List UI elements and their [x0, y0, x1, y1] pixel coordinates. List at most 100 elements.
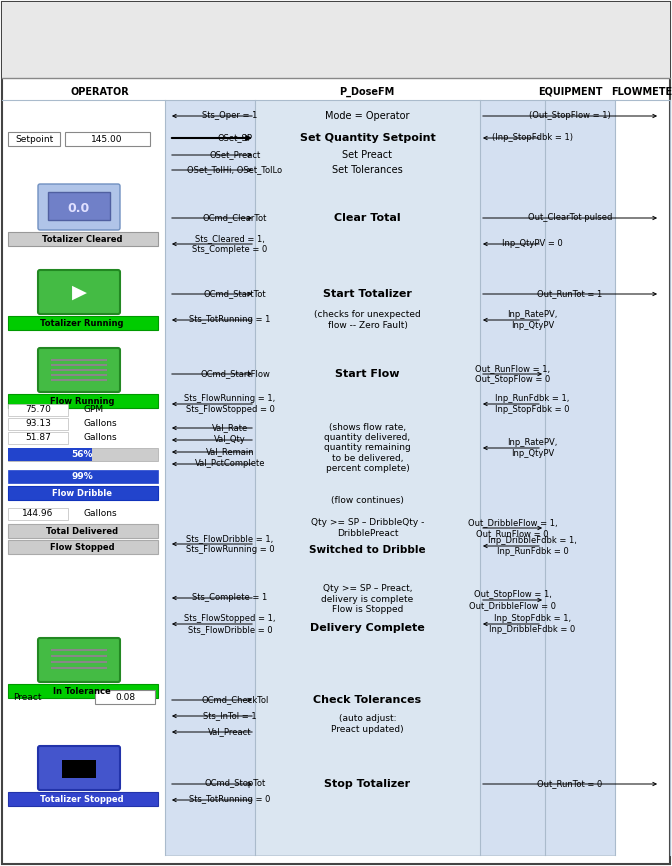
Text: GPM: GPM	[83, 405, 103, 415]
Text: 99%: 99%	[71, 472, 93, 481]
Text: Val_Qty: Val_Qty	[214, 436, 246, 444]
Text: Inp_QtyPV = 0: Inp_QtyPV = 0	[502, 240, 563, 249]
Bar	[8, 448, 158, 461]
Bar	[8, 470, 158, 483]
Text: 93.13: 93.13	[25, 419, 51, 429]
Bar	[480, 100, 545, 855]
Bar	[8, 684, 158, 698]
Bar	[8, 508, 68, 520]
Text: Stop Totalizer: Stop Totalizer	[325, 779, 411, 789]
Text: Totalizer Running: Totalizer Running	[40, 319, 124, 327]
Bar	[8, 540, 158, 554]
Text: Setpoint: Setpoint	[15, 134, 53, 144]
Text: Val_Remain: Val_Remain	[206, 448, 254, 456]
Text: Start Flow: Start Flow	[335, 369, 400, 379]
Text: 145.00: 145.00	[91, 134, 123, 144]
Text: Set Preact: Set Preact	[343, 150, 392, 160]
FancyBboxPatch shape	[38, 184, 120, 230]
Text: Sts_Cleared = 1,
Sts_Complete = 0: Sts_Cleared = 1, Sts_Complete = 0	[192, 235, 267, 254]
Text: OCmd_StartTot: OCmd_StartTot	[204, 289, 266, 299]
Text: Flow Running: Flow Running	[50, 397, 114, 405]
Bar	[8, 486, 158, 500]
Text: 56%: 56%	[71, 450, 93, 459]
Text: OPERATOR: OPERATOR	[71, 87, 130, 97]
Text: Totalizer Stopped: Totalizer Stopped	[40, 794, 124, 804]
Text: Gallons: Gallons	[83, 419, 117, 429]
Text: Sts_FlowStopped = 1,
Sts_FlowDribble = 0: Sts_FlowStopped = 1, Sts_FlowDribble = 0	[184, 614, 276, 634]
FancyBboxPatch shape	[38, 348, 120, 392]
Text: (checks for unexpected
flow -- Zero Fault): (checks for unexpected flow -- Zero Faul…	[314, 310, 421, 330]
Text: Out_DribbleFlow = 1,
Out_RunFlow = 0: Out_DribbleFlow = 1, Out_RunFlow = 0	[468, 518, 557, 538]
Text: Start Totalizer: Start Totalizer	[323, 289, 412, 299]
FancyBboxPatch shape	[38, 270, 120, 314]
Text: P_DoseFM: P_DoseFM	[339, 87, 394, 97]
Text: Inp_StopFdbk = 1,
Inp_DribbleFdbk = 0: Inp_StopFdbk = 1, Inp_DribbleFdbk = 0	[489, 614, 576, 634]
Bar	[48, 192, 110, 220]
Text: 144.96: 144.96	[22, 509, 54, 519]
Bar	[2, 2, 670, 78]
Text: Val_Rate: Val_Rate	[212, 423, 248, 432]
Text: Set Tolerances: Set Tolerances	[332, 165, 403, 175]
Text: Flow is Stopped: Flow is Stopped	[332, 605, 403, 615]
Text: (Out_StopFlow = 1): (Out_StopFlow = 1)	[529, 112, 611, 120]
Text: Clear Total: Clear Total	[334, 213, 401, 223]
Text: Inp_RatePV,
Inp_QtyPV: Inp_RatePV, Inp_QtyPV	[507, 438, 558, 458]
Text: Set Quantity Setpoint: Set Quantity Setpoint	[300, 133, 435, 143]
Bar	[8, 792, 158, 806]
Text: Mode = Operator: Mode = Operator	[325, 111, 410, 121]
Text: Sts_FlowRunning = 1,
Sts_FlowStopped = 0: Sts_FlowRunning = 1, Sts_FlowStopped = 0	[184, 394, 276, 414]
Text: Val_Preact: Val_Preact	[208, 727, 252, 736]
Text: Out_StopFlow = 1,
Out_DribbleFlow = 0: Out_StopFlow = 1, Out_DribbleFlow = 0	[469, 591, 556, 610]
Text: Sts_TotRunning = 1: Sts_TotRunning = 1	[190, 315, 271, 325]
Text: Sts_Complete = 1: Sts_Complete = 1	[192, 593, 267, 603]
Text: Inp_RunFdbk = 1,
Inp_StopFdbk = 0: Inp_RunFdbk = 1, Inp_StopFdbk = 0	[495, 394, 570, 414]
Bar	[165, 100, 255, 855]
Text: Inp_DribbleFdbk = 1,
Inp_RunFdbk = 0: Inp_DribbleFdbk = 1, Inp_RunFdbk = 0	[488, 536, 577, 556]
Text: Flow Stopped: Flow Stopped	[50, 542, 114, 552]
Text: OCmd_StartFlow: OCmd_StartFlow	[200, 370, 270, 378]
Text: (auto adjust:
Preact updated): (auto adjust: Preact updated)	[331, 714, 404, 734]
Text: Out_RunTot = 1: Out_RunTot = 1	[538, 289, 603, 299]
Text: OSet_SP: OSet_SP	[218, 133, 253, 143]
Bar	[8, 432, 68, 444]
Text: In Tolerance: In Tolerance	[53, 687, 111, 695]
Text: Sts_Oper = 1: Sts_Oper = 1	[202, 112, 257, 120]
Bar	[8, 316, 158, 330]
Bar	[255, 100, 480, 855]
Bar	[8, 524, 158, 538]
Text: EQUIPMENT: EQUIPMENT	[538, 87, 602, 97]
Text: Qty >= SP – DribbleQty -
DribblePreact: Qty >= SP – DribbleQty - DribblePreact	[311, 518, 424, 538]
Text: Total Delivered: Total Delivered	[46, 527, 118, 535]
Bar	[8, 394, 158, 408]
Bar	[8, 404, 68, 416]
Text: Val_PctComplete: Val_PctComplete	[195, 460, 265, 469]
Bar	[8, 132, 60, 146]
Text: Sts_FlowDribble = 1,
Sts_FlowRunning = 0: Sts_FlowDribble = 1, Sts_FlowRunning = 0	[185, 534, 274, 553]
Text: Qty >= SP – Preact,
delivery is complete: Qty >= SP – Preact, delivery is complete	[321, 585, 414, 604]
Text: Check Tolerances: Check Tolerances	[313, 695, 421, 705]
Text: Inp_RatePV,
Inp_QtyPV: Inp_RatePV, Inp_QtyPV	[507, 310, 558, 330]
Text: Preact: Preact	[13, 693, 42, 701]
Text: Gallons: Gallons	[83, 509, 117, 519]
Text: (shows flow rate,
quantity delivered,
quantity remaining
to be delivered,
percen: (shows flow rate, quantity delivered, qu…	[324, 423, 411, 474]
Text: OCmd_ClearTot: OCmd_ClearTot	[203, 214, 267, 223]
Text: 0.08: 0.08	[115, 693, 135, 701]
Text: 51.87: 51.87	[25, 434, 51, 443]
Text: OSet_TolHi, OSet_TolLo: OSet_TolHi, OSet_TolLo	[187, 165, 282, 175]
Text: OCmd_StopTot: OCmd_StopTot	[204, 779, 265, 789]
Text: Out_RunTot = 0: Out_RunTot = 0	[538, 779, 603, 789]
Text: FLOWMETER: FLOWMETER	[611, 87, 672, 97]
Bar	[545, 100, 615, 855]
Text: ▶: ▶	[71, 282, 87, 301]
Text: Delivery Complete: Delivery Complete	[310, 623, 425, 633]
Text: Switched to Dribble: Switched to Dribble	[309, 545, 426, 555]
Text: Sts_InTol = 1: Sts_InTol = 1	[203, 712, 257, 721]
Bar	[8, 418, 68, 430]
Text: OCmd_CheckTol: OCmd_CheckTol	[202, 695, 269, 705]
Text: 75.70: 75.70	[25, 405, 51, 415]
Bar	[95, 690, 155, 704]
Text: Out_ClearTot pulsed: Out_ClearTot pulsed	[528, 214, 612, 223]
Bar	[62, 760, 96, 778]
Bar	[8, 448, 92, 461]
Text: Flow Dribble: Flow Dribble	[52, 488, 112, 497]
